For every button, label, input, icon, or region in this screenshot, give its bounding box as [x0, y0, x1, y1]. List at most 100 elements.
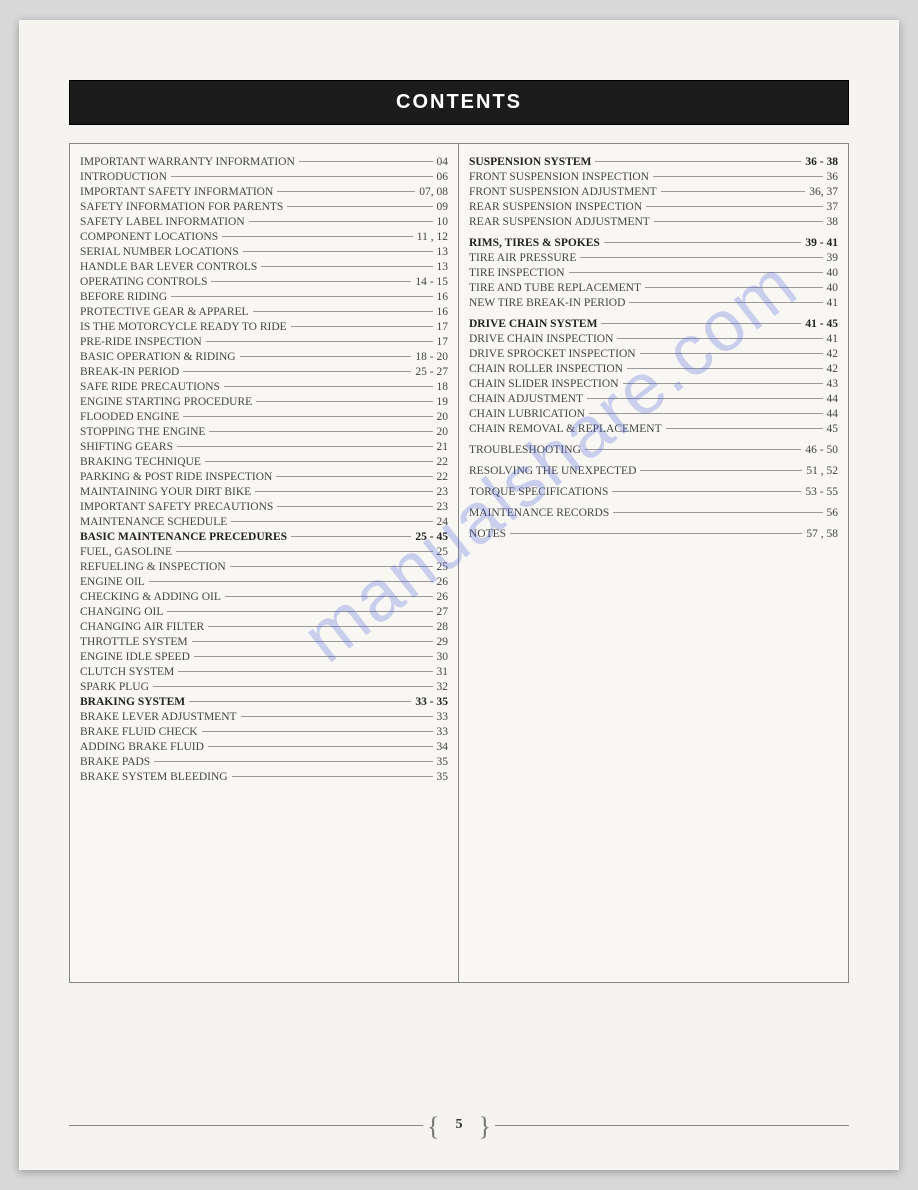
- toc-leader: [232, 776, 433, 777]
- toc-entry-label: BREAK-IN PERIOD: [80, 366, 179, 378]
- toc-leader: [171, 296, 432, 297]
- toc-entry-label: COMPONENT LOCATIONS: [80, 231, 218, 243]
- toc-entry: BRAKE FLUID CHECK33: [80, 726, 448, 738]
- toc-entry-page: 57 , 58: [806, 528, 838, 540]
- toc-entry-page: 25: [437, 561, 449, 573]
- toc-leader: [256, 401, 432, 402]
- toc-entry: TIRE AIR PRESSURE39: [469, 252, 838, 264]
- toc-entry-page: 23: [437, 501, 449, 513]
- toc-leader: [287, 206, 432, 207]
- toc-entry-label: HANDLE BAR LEVER CONTROLS: [80, 261, 257, 273]
- toc-entry-label: BRAKE LEVER ADJUSTMENT: [80, 711, 237, 723]
- toc-entry: CHAIN REMOVAL & REPLACEMENT45: [469, 423, 838, 435]
- toc-leader: [640, 353, 823, 354]
- toc-entry-page: 04: [437, 156, 449, 168]
- toc-entry-label: INTRODUCTION: [80, 171, 167, 183]
- toc-entry: BASIC OPERATION & RIDING18 - 20: [80, 351, 448, 363]
- toc-entry-label: ADDING BRAKE FLUID: [80, 741, 204, 753]
- toc-leader: [580, 257, 822, 258]
- toc-leader: [211, 281, 411, 282]
- toc-leader: [601, 323, 801, 324]
- toc-entry-label: RIMS, TIRES & SPOKES: [469, 237, 600, 249]
- toc-entry-label: IMPORTANT SAFETY PRECAUTIONS: [80, 501, 273, 513]
- toc-entry-page: 53 - 55: [805, 486, 838, 498]
- toc-entry: CHANGING OIL 27: [80, 606, 448, 618]
- toc-entry: MAINTENANCE SCHEDULE24: [80, 516, 448, 528]
- toc-entry: SHIFTING GEARS21: [80, 441, 448, 453]
- page-number: 5: [456, 1117, 463, 1133]
- toc-entry-label: REAR SUSPENSION ADJUSTMENT: [469, 216, 650, 228]
- toc-entry-label: NOTES: [469, 528, 506, 540]
- toc-entry-label: PARKING & POST RIDE INSPECTION: [80, 471, 272, 483]
- toc-entry-label: TORQUE SPECIFICATIONS: [469, 486, 608, 498]
- toc-entry: PRE-RIDE INSPECTION17: [80, 336, 448, 348]
- footer-line-right: [495, 1125, 849, 1126]
- toc-entry-page: 19: [437, 396, 449, 408]
- toc-leader: [153, 686, 433, 687]
- toc-entry: RIMS, TIRES & SPOKES39 - 41: [469, 237, 838, 249]
- toc-entry-label: CHANGING AIR FILTER: [80, 621, 204, 633]
- toc-entry-label: SAFETY INFORMATION FOR PARENTS: [80, 201, 283, 213]
- toc-entry: MAINTAINING YOUR DIRT BIKE23: [80, 486, 448, 498]
- toc-entry-label: MAINTENANCE SCHEDULE: [80, 516, 227, 528]
- toc-entry-page: 13: [437, 261, 449, 273]
- toc-leader: [224, 386, 433, 387]
- toc-entry-page: 42: [827, 363, 839, 375]
- toc-entry-label: PROTECTIVE GEAR & APPAREL: [80, 306, 249, 318]
- page-footer: { 5 }: [69, 1110, 849, 1140]
- toc-entry-page: 36: [827, 171, 839, 183]
- toc-entry-page: 17: [437, 336, 449, 348]
- toc-leader: [589, 413, 823, 414]
- toc-entry-label: CHAIN REMOVAL & REPLACEMENT: [469, 423, 662, 435]
- toc-entry: DRIVE CHAIN SYSTEM41 - 45: [469, 318, 838, 330]
- toc-leader: [167, 611, 432, 612]
- toc-entry-page: 20: [437, 411, 449, 423]
- toc-entry-page: 41 - 45: [805, 318, 838, 330]
- toc-leader: [277, 506, 432, 507]
- toc-entry-page: 42: [827, 348, 839, 360]
- toc-entry-page: 36 - 38: [805, 156, 838, 168]
- toc-entry-page: 16: [437, 291, 449, 303]
- toc-leader: [231, 521, 432, 522]
- toc-entry: TROUBLESHOOTING46 - 50: [469, 444, 838, 456]
- toc-entry-page: 17: [437, 321, 449, 333]
- toc-right-column: SUSPENSION SYSTEM36 - 38FRONT SUSPENSION…: [459, 144, 848, 982]
- toc-entry-label: BRAKE PADS: [80, 756, 150, 768]
- toc-entry: NOTES 57 , 58: [469, 528, 838, 540]
- toc-entry: TIRE INSPECTION40: [469, 267, 838, 279]
- toc-leader: [640, 470, 802, 471]
- toc-entry-label: REFUELING & INSPECTION: [80, 561, 226, 573]
- toc-leader: [585, 449, 802, 450]
- toc-entry-label: BEFORE RIDING: [80, 291, 167, 303]
- toc-entry-label: TIRE AIR PRESSURE: [469, 252, 576, 264]
- toc-entry-page: 34: [437, 741, 449, 753]
- toc-entry: SPARK PLUG32: [80, 681, 448, 693]
- toc-entry: ADDING BRAKE FLUID 34: [80, 741, 448, 753]
- toc-leader: [225, 596, 433, 597]
- toc-entry-page: 22: [437, 471, 449, 483]
- toc-entry-label: IMPORTANT SAFETY INFORMATION: [80, 186, 273, 198]
- toc-entry-page: 28: [437, 621, 449, 633]
- toc-leader: [206, 341, 433, 342]
- toc-entry-page: 41: [827, 333, 839, 345]
- toc-entry-page: 07, 08: [419, 186, 448, 198]
- toc-leader: [604, 242, 802, 243]
- manual-page: CONTENTS IMPORTANT WARRANTY INFORMATION0…: [19, 20, 899, 1170]
- toc-leader: [208, 746, 433, 747]
- toc-entry-label: CHANGING OIL: [80, 606, 163, 618]
- toc-entry-label: MAINTAINING YOUR DIRT BIKE: [80, 486, 251, 498]
- toc-leader: [205, 461, 433, 462]
- toc-entry-page: 25 - 27: [415, 366, 448, 378]
- toc-leader: [202, 731, 433, 732]
- toc-entry-page: 27: [437, 606, 449, 618]
- toc-entry-page: 25 - 45: [415, 531, 448, 543]
- toc-entry-page: 26: [437, 576, 449, 588]
- toc-entry-label: TIRE AND TUBE REPLACEMENT: [469, 282, 641, 294]
- toc-entry: ENGINE IDLE SPEED30: [80, 651, 448, 663]
- toc-entry: SERIAL NUMBER LOCATIONS13: [80, 246, 448, 258]
- toc-entry: REAR SUSPENSION INSPECTION37: [469, 201, 838, 213]
- toc-entry-label: SPARK PLUG: [80, 681, 149, 693]
- toc-entry-label: STOPPING THE ENGINE: [80, 426, 205, 438]
- toc-entry: BREAK-IN PERIOD 25 - 27: [80, 366, 448, 378]
- toc-entry: REAR SUSPENSION ADJUSTMENT38: [469, 216, 838, 228]
